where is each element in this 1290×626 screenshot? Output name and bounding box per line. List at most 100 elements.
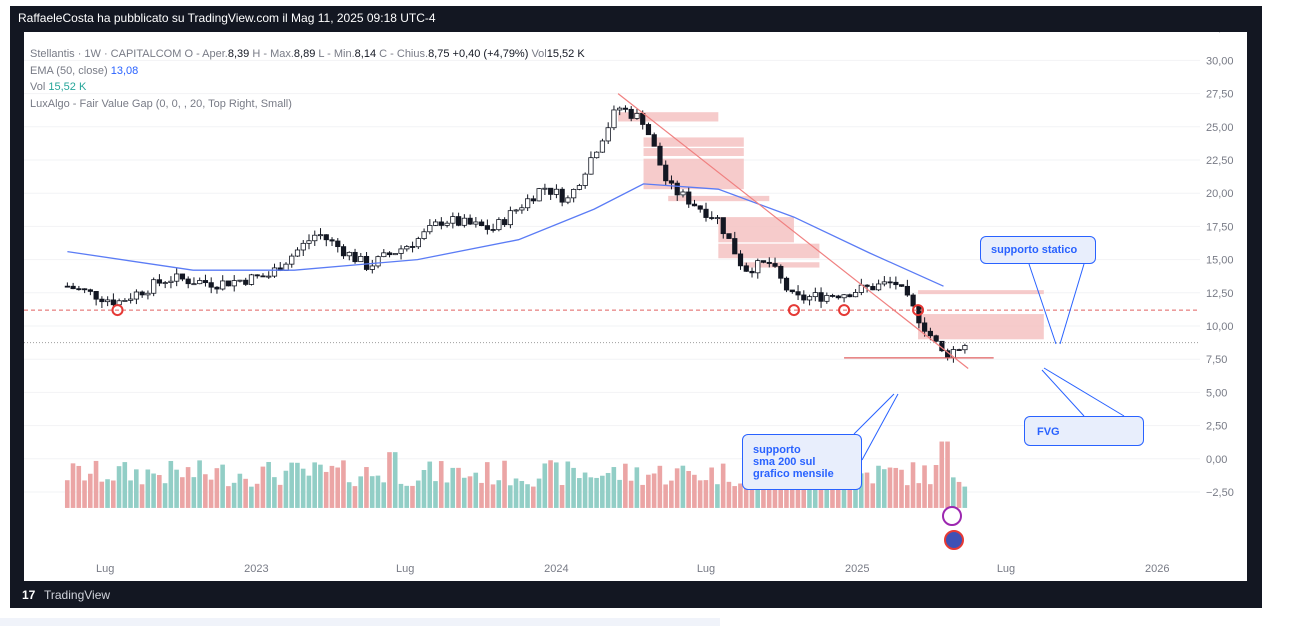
plot-area[interactable]: 32,50 30,00 27,50 25,00 22,50 20,00 17,50 15,00… [24, 32, 1247, 581]
volume-bar [404, 485, 410, 508]
chart-canvas[interactable]: 32,50 30,00 27,50 25,00 22,50 20,00 17,50 15,00… [24, 32, 1247, 581]
candle-down [225, 280, 232, 287]
candle-down [956, 349, 962, 351]
volume-bar [243, 478, 248, 508]
candle-down [363, 255, 370, 270]
legend-indicator-row[interactable]: LuxAlgo - Fair Value Gap (0, 0, , 20, To… [30, 96, 585, 113]
candle-down [720, 217, 726, 235]
volume-bar [306, 475, 312, 508]
volume-bar [467, 476, 473, 508]
candle-down [110, 299, 116, 306]
volume-bar [174, 469, 179, 508]
volume-bar [525, 484, 530, 508]
candle-up [427, 225, 433, 233]
volume-bar [105, 479, 110, 508]
candle-down [548, 187, 554, 195]
volume-bar [312, 462, 317, 508]
candle-down [243, 279, 249, 285]
y-tick-label: 12,50 [1206, 288, 1234, 300]
volume-bar [726, 481, 732, 508]
candle-up [248, 274, 255, 285]
callout-sma-line-3: grafico mensile [753, 468, 834, 480]
candle-up [565, 197, 571, 203]
volume-bar [594, 477, 599, 508]
legend-ema-row[interactable]: EMA (50, close) 13,08 [30, 63, 585, 80]
x-tick-label: Lug [697, 563, 715, 575]
volume-bar [375, 475, 381, 508]
candle-up [450, 216, 456, 224]
volume-bar [887, 467, 893, 508]
volume-bar [496, 480, 502, 508]
candle-down [260, 275, 266, 278]
volume-bar [720, 463, 726, 508]
callout-fvg[interactable]: FVG [1024, 416, 1144, 446]
fvg-zone [668, 195, 770, 202]
publish-header: RaffaeleCosta ha pubblicato su TradingVi… [18, 11, 436, 25]
volume-bar [910, 462, 916, 508]
candle-up [174, 273, 180, 282]
legend-ema-value: 13,08 [110, 64, 139, 77]
legend-symbol[interactable]: Stellantis · 1W · CAPITALCOM [30, 48, 182, 60]
candle-up [513, 209, 519, 212]
volume-bar [588, 477, 594, 508]
candle-up [599, 140, 606, 153]
support-touch-marker [912, 304, 925, 317]
candle-down [622, 107, 629, 110]
candle-up [128, 298, 134, 301]
legend-symbol-row: Stellantis · 1W · CAPITALCOM O - Aper.8,… [30, 46, 585, 63]
candle-down [668, 180, 675, 184]
legend-indicator: LuxAlgo - Fair Value Gap (0, 0, , 20, To… [30, 97, 292, 110]
candle-up [197, 280, 203, 285]
candle-down [386, 252, 393, 256]
legend-vol-row[interactable]: Vol 15,52 K [30, 79, 585, 96]
volume-bar [427, 461, 433, 508]
callout-sma-support[interactable]: supporto sma 200 sul grafico mensile [742, 434, 862, 490]
callout-static-support[interactable]: supporto statico [980, 236, 1096, 264]
volume-bar [237, 473, 243, 508]
volume-bar [686, 471, 691, 508]
volume-bar [128, 480, 133, 508]
volume-bar [318, 464, 323, 508]
candle-up [432, 221, 439, 226]
candle-down [214, 286, 220, 290]
candle-down [93, 291, 99, 300]
volume-bar [335, 467, 340, 508]
volume-bar [922, 465, 927, 508]
volume-bar [904, 485, 910, 508]
candle-up [444, 222, 450, 226]
volume-bar [398, 483, 404, 508]
candle-down [64, 285, 70, 288]
candle-down [691, 203, 698, 207]
volume-bar [927, 484, 933, 508]
candle-down [922, 322, 928, 332]
volume-bar [456, 467, 461, 508]
volume-bar [352, 486, 358, 508]
downtrend-line [617, 93, 969, 369]
x-tick-label: 2023 [244, 563, 268, 575]
volume-bar [157, 475, 162, 508]
candle-down [490, 229, 496, 231]
footer-brand[interactable]: TradingView [44, 588, 111, 602]
volume-bar [490, 484, 496, 508]
candle-up [421, 231, 427, 239]
candle-up [806, 296, 813, 301]
candle-down [323, 234, 329, 241]
volume-bar [381, 482, 387, 508]
volume-bar [214, 468, 220, 508]
page-bottom-strip [0, 618, 720, 626]
candle-up [525, 198, 531, 209]
candle-down [479, 221, 485, 227]
volume-bar [669, 480, 674, 508]
candle-down [778, 265, 784, 279]
chart-frame: RaffaeleCosta ha pubblicato su TradingVi… [10, 6, 1262, 608]
tradingview-logo-icon[interactable]: 17 [22, 588, 36, 602]
candle-up [392, 253, 398, 256]
candle-up [680, 191, 686, 196]
volume-bar [692, 474, 697, 508]
x-tick-label: Lug [96, 563, 114, 575]
volume-bar [703, 480, 709, 508]
callout-static-support-text: supporto statico [991, 244, 1078, 256]
candle-up [145, 292, 151, 296]
candle-down [156, 279, 163, 284]
volume-bar [933, 464, 939, 508]
